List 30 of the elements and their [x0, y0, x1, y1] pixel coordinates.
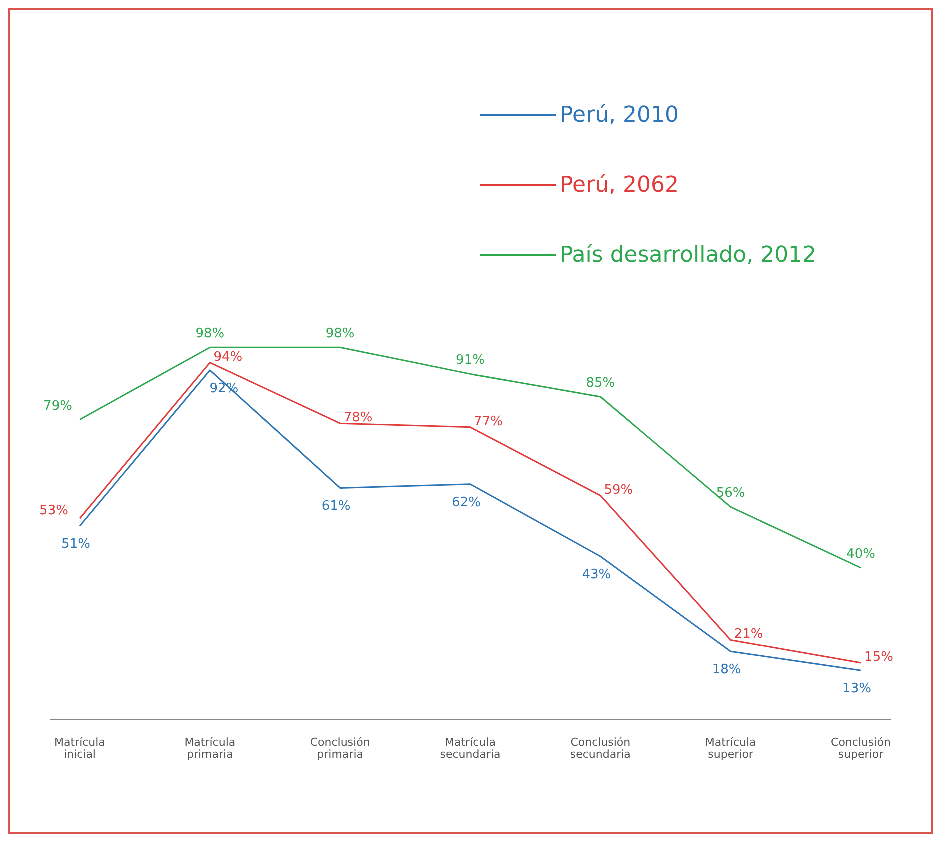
data-label: 51% — [62, 537, 90, 552]
x-tick-label: Conclusión secundaria — [570, 736, 631, 761]
x-tick-label: Matrícula primaria — [184, 736, 236, 761]
data-label: 21% — [734, 627, 764, 642]
data-label: 91% — [456, 353, 485, 368]
x-tick-label: Conclusión superior — [831, 736, 891, 761]
data-label: 85% — [586, 376, 616, 391]
x-tick-label: Matrícula superior — [705, 736, 756, 761]
data-label: 43% — [582, 568, 612, 583]
data-label: 53% — [40, 504, 68, 519]
legend-label: Perú, 2010 — [560, 102, 679, 128]
x-tick-label: Conclusión primaria — [310, 736, 370, 761]
x-tick-label: Matrícula secundaria — [440, 736, 501, 761]
legend-label: País desarrollado, 2012 — [560, 242, 817, 268]
data-label: 15% — [864, 650, 894, 665]
data-label: 79% — [44, 398, 72, 414]
legend-label: Perú, 2062 — [560, 172, 679, 198]
data-label: 40% — [846, 547, 876, 562]
data-label: 77% — [474, 414, 503, 430]
data-label: 59% — [604, 482, 634, 498]
data-label: 98% — [326, 326, 355, 342]
data-label: 98% — [196, 326, 225, 342]
data-label: 94% — [214, 350, 243, 365]
data-label: 56% — [716, 486, 746, 502]
data-label: 18% — [712, 662, 742, 678]
x-tick-label: Matrícula inicial — [54, 736, 106, 761]
data-label: 78% — [344, 410, 373, 426]
data-label: 13% — [842, 682, 872, 697]
data-label: 61% — [322, 499, 351, 514]
data-label: 62% — [452, 495, 481, 510]
